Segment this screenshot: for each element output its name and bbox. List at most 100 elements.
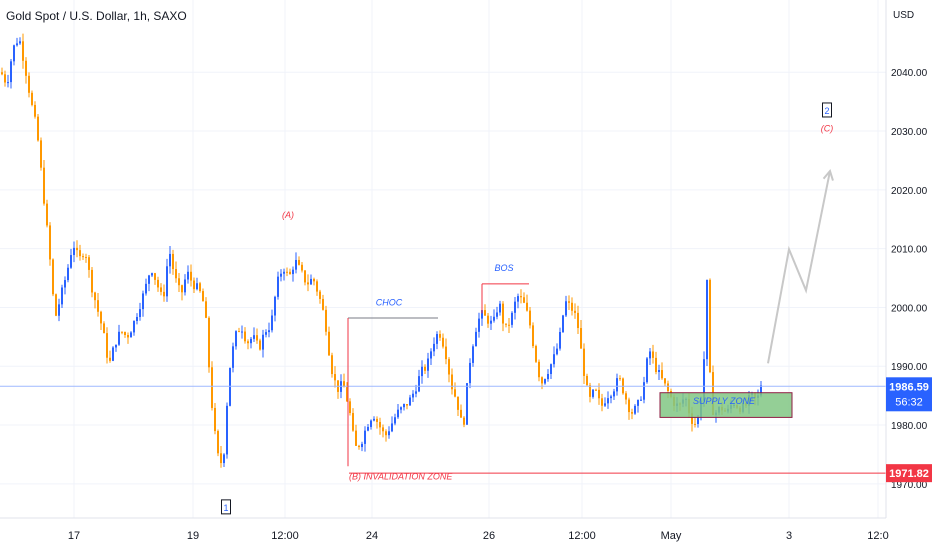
candle — [301, 261, 303, 273]
countdown-label: 56:32 — [895, 396, 923, 408]
candle — [325, 305, 327, 336]
current-price-label: 1986.59 — [889, 381, 929, 393]
candle-body — [523, 297, 525, 303]
candle-body — [424, 366, 426, 371]
candle-body — [106, 333, 108, 358]
candle-body — [316, 281, 318, 292]
candle-body — [208, 317, 210, 368]
candle — [463, 416, 465, 428]
candle-body — [586, 375, 588, 386]
candle — [250, 336, 252, 349]
candle — [658, 364, 660, 380]
candle — [625, 391, 627, 405]
candle — [160, 283, 162, 296]
candle-body — [466, 383, 468, 425]
candle — [88, 255, 90, 278]
candle — [370, 419, 372, 430]
candle — [334, 366, 336, 388]
candle-body — [562, 315, 564, 333]
candle — [610, 394, 612, 404]
candle — [73, 241, 75, 263]
candle — [238, 327, 240, 333]
candle-body — [196, 283, 198, 290]
candle-body — [121, 331, 123, 333]
candle — [400, 406, 402, 414]
candle — [166, 258, 168, 302]
y-tick-label: 2020.00 — [891, 186, 928, 197]
candle-body — [403, 404, 405, 408]
candle-body — [82, 256, 84, 258]
candle — [430, 348, 432, 366]
annotation-choc: CHOC — [376, 298, 403, 308]
boxed-label-text: 2 — [824, 106, 829, 116]
candle-body — [34, 104, 36, 117]
candle — [268, 322, 270, 338]
candle-body — [394, 417, 396, 424]
candle — [511, 311, 513, 328]
candle-body — [472, 346, 474, 363]
candle — [427, 352, 429, 378]
candle — [58, 298, 60, 322]
candle-body — [328, 331, 330, 356]
candle-body — [439, 334, 441, 338]
candle-body — [130, 332, 132, 338]
candle-body — [229, 367, 231, 406]
candle-body — [370, 420, 372, 427]
candle — [433, 337, 435, 357]
candle-body — [625, 393, 627, 400]
candle-body — [457, 396, 459, 410]
candle — [187, 265, 189, 284]
candle-body — [139, 309, 141, 318]
candle — [574, 303, 576, 319]
candle — [133, 320, 135, 336]
candle — [82, 253, 84, 260]
candle — [391, 416, 393, 433]
candle — [592, 388, 594, 399]
candle-body — [385, 431, 387, 436]
candle — [76, 240, 78, 258]
candle — [520, 289, 522, 304]
candle — [607, 391, 609, 409]
candle-body — [178, 278, 180, 286]
candle — [451, 368, 453, 395]
candle — [505, 323, 507, 328]
candle-body — [94, 292, 96, 301]
candle — [406, 404, 408, 410]
candle-body — [280, 273, 282, 277]
candle — [247, 339, 249, 350]
candle — [598, 383, 600, 405]
x-tick-label: 12:0 — [867, 530, 888, 542]
candle — [316, 279, 318, 296]
candle-body — [157, 279, 159, 288]
candle-body — [145, 283, 147, 294]
candle — [457, 396, 459, 417]
candle — [556, 343, 558, 356]
candle-body — [100, 311, 102, 324]
candle — [448, 357, 450, 383]
candle — [376, 416, 378, 429]
candle-body — [28, 75, 30, 93]
annotation-wave-c: (C) — [821, 124, 834, 134]
candle-body — [580, 328, 582, 349]
candle-body — [205, 301, 207, 318]
candle-body — [601, 398, 603, 406]
candle-body — [343, 381, 345, 388]
candle-body — [61, 287, 63, 305]
candle — [64, 276, 66, 295]
candle-body — [322, 298, 324, 310]
candle — [199, 281, 201, 293]
annotation-supply-label: SUPPLY ZONE — [693, 396, 756, 406]
candle — [346, 382, 348, 402]
candle — [487, 313, 489, 328]
candle-body — [151, 273, 153, 276]
candle — [529, 306, 531, 329]
candle — [562, 314, 564, 334]
candle-body — [637, 400, 639, 406]
candle-body — [58, 304, 60, 316]
candle-body — [76, 247, 78, 251]
candle-body — [613, 391, 615, 397]
candle-body — [352, 413, 354, 431]
candle — [661, 362, 663, 380]
